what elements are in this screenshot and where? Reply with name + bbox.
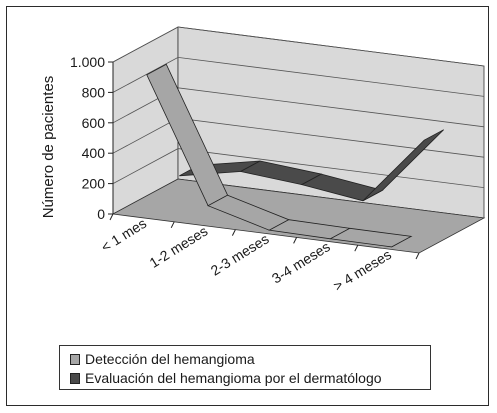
series-layer [146, 63, 444, 248]
legend-label-deteccion: Detección del hemangioma [85, 351, 255, 367]
legend: Detección del hemangioma Evaluación del … [59, 345, 431, 390]
series-0-segment-3 [329, 227, 413, 248]
x-tick-label-4: > 4 meses [330, 246, 394, 294]
legend-item-deteccion: Detección del hemangioma [70, 350, 255, 368]
y-tick-label-4: 800 [82, 84, 106, 100]
x-tick-4 [354, 244, 359, 252]
series-1-segment-3 [362, 129, 444, 202]
gridline-1 [112, 148, 485, 188]
legend-swatch-evaluacion [70, 372, 80, 384]
legend-swatch-deteccion [70, 353, 80, 365]
y-axis: 0 200 400 600 800 1.000 [70, 54, 114, 222]
x-tick-5 [415, 252, 420, 260]
x-tick-label-1: 1-2 meses [146, 223, 210, 271]
gridline-5 [112, 26, 485, 67]
x-tick-label-0: < 1 mes [98, 215, 149, 255]
y-axis-label: Número de pacientes [40, 76, 57, 219]
x-tick-label-3: 3-4 meses [269, 238, 333, 286]
legend-label-evaluacion: Evaluación del hemangioma por el dermató… [85, 370, 382, 386]
gridline-3 [112, 87, 485, 128]
x-tick-0 [109, 213, 114, 221]
y-tick-label-1: 200 [82, 176, 106, 192]
legend-item-evaluacion: Evaluación del hemangioma por el dermató… [70, 369, 382, 387]
x-tick-3 [293, 237, 298, 244]
chart-frame: 0 200 400 600 800 1.000 < 1 mes 1-2 meses 2-3 m… [6, 6, 489, 406]
x-tick-2 [231, 229, 236, 236]
gridline-4 [112, 56, 485, 97]
y-tick-label-0: 0 [97, 206, 105, 222]
x-tick-label-2: 2-3 meses [208, 230, 272, 278]
x-tick-1 [170, 221, 175, 229]
y-tick-label-2: 400 [82, 145, 106, 161]
y-tick-label-3: 600 [82, 115, 106, 131]
y-tick-label-5: 1.000 [70, 54, 105, 70]
series-0 [146, 63, 413, 248]
